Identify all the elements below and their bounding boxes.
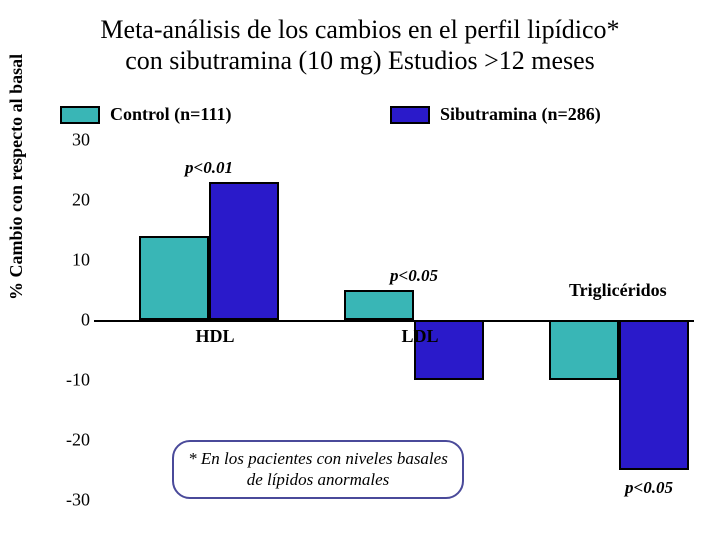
y-tick-label: 20 <box>50 190 90 211</box>
legend-item-control: Control (n=111) <box>60 104 231 125</box>
legend-swatch-control <box>60 106 100 124</box>
legend-swatch-sibutramina <box>390 106 430 124</box>
legend-label-sibutramina: Sibutramina (n=286) <box>440 104 601 125</box>
slide-title: Meta-análisis de los cambios en el perfi… <box>40 14 680 76</box>
legend-item-sibutramina: Sibutramina (n=286) <box>390 104 601 125</box>
p-value-ldl: p<0.05 <box>344 266 484 286</box>
y-tick-label: -30 <box>50 490 90 511</box>
p-value-triglicéridos: p<0.05 <box>579 478 719 498</box>
category-label-ldl: LDL <box>350 326 490 347</box>
footnote-text: * En los pacientes con niveles basales d… <box>188 449 448 489</box>
category-label-triglicéridos: Triglicéridos <box>569 280 720 301</box>
bar-control-triglicéridos <box>549 320 619 380</box>
legend: Control (n=111) Sibutramina (n=286) <box>60 104 660 132</box>
bar-control-ldl <box>344 290 414 320</box>
bar-control-hdl <box>139 236 209 320</box>
y-tick-label: 0 <box>50 310 90 331</box>
bar-sibutramina-triglicéridos <box>619 320 689 470</box>
title-line-2: con sibutramina (10 mg) Estudios >12 mes… <box>125 46 595 75</box>
p-value-hdl: p<0.01 <box>139 158 279 178</box>
category-label-hdl: HDL <box>145 326 285 347</box>
footnote-box: * En los pacientes con niveles basales d… <box>172 440 464 499</box>
title-line-1: Meta-análisis de los cambios en el perfi… <box>100 15 619 44</box>
y-tick-label: 30 <box>50 130 90 151</box>
y-tick-label: 10 <box>50 250 90 271</box>
y-axis-label: % Cambio con respecto al basal <box>6 54 27 300</box>
y-tick-label: -10 <box>50 370 90 391</box>
y-tick-label: -20 <box>50 430 90 451</box>
legend-label-control: Control (n=111) <box>110 104 231 125</box>
bar-sibutramina-hdl <box>209 182 279 320</box>
